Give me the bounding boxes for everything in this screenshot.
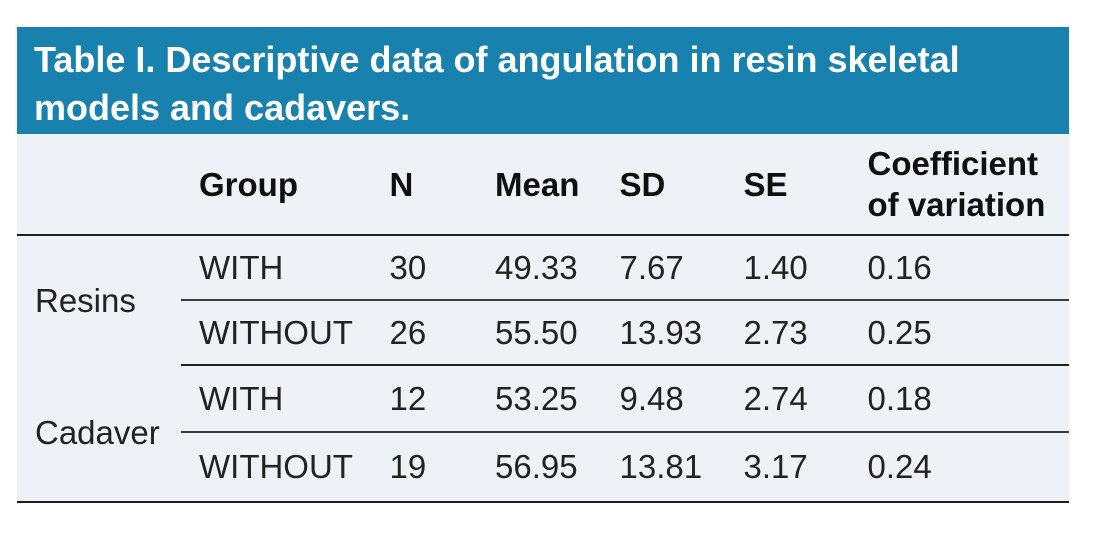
column-header-rowlabel bbox=[17, 134, 181, 236]
table-row: Resins WITH 30 49.33 7.67 1.40 0.16 bbox=[17, 235, 1069, 319]
cell-se: 3.17 bbox=[725, 432, 850, 503]
cell-cv: 0.25 bbox=[849, 300, 1069, 366]
cell-cv: 0.24 bbox=[849, 432, 1069, 503]
row-group-label-cadaver: Cadaver bbox=[17, 365, 181, 503]
cell-mean: 49.33 bbox=[477, 235, 602, 301]
column-header-n: N bbox=[371, 134, 477, 236]
cell-se: 1.40 bbox=[725, 235, 850, 301]
table-row: WITHOUT 19 56.95 13.81 3.17 0.24 bbox=[17, 432, 1069, 503]
table-figure: Table I. Descriptive data of angulation … bbox=[17, 27, 1069, 503]
column-header-mean: Mean bbox=[477, 134, 602, 236]
cell-cv: 0.16 bbox=[849, 235, 1069, 301]
cell-sd: 7.67 bbox=[601, 235, 726, 301]
cell-se: 2.73 bbox=[725, 300, 850, 366]
cell-n: 19 bbox=[371, 432, 477, 503]
table-header: Group N Mean SD SE Coefficient of variat… bbox=[17, 134, 1069, 236]
cell-cv: 0.18 bbox=[849, 365, 1069, 433]
cell-group: WITHOUT bbox=[181, 432, 372, 503]
cell-sd: 13.81 bbox=[601, 432, 726, 503]
table-title: Table I. Descriptive data of angulation … bbox=[34, 39, 960, 128]
column-header-sd: SD bbox=[601, 134, 726, 236]
cell-sd: 13.93 bbox=[601, 300, 726, 366]
cell-mean: 53.25 bbox=[477, 365, 602, 433]
table-title-bar: Table I. Descriptive data of angulation … bbox=[17, 27, 1069, 134]
cell-n: 12 bbox=[371, 365, 477, 433]
cell-mean: 56.95 bbox=[477, 432, 602, 503]
cell-group: WITHOUT bbox=[181, 300, 372, 366]
cell-se: 2.74 bbox=[725, 365, 850, 433]
cell-sd: 9.48 bbox=[601, 365, 726, 433]
data-table: Group N Mean SD SE Coefficient of variat… bbox=[17, 134, 1069, 503]
column-header-cv: Coefficient of variation bbox=[849, 134, 1069, 236]
row-group-label-resins: Resins bbox=[35, 281, 136, 319]
cell-group: WITH bbox=[181, 365, 372, 433]
table-row: Cadaver WITH 12 53.25 9.48 2.74 0.18 bbox=[17, 365, 1069, 503]
table-body: Resins WITH 30 49.33 7.67 1.40 0.16 WITH… bbox=[17, 235, 1069, 503]
cell-mean: 55.50 bbox=[477, 300, 602, 366]
cell-n: 30 bbox=[371, 235, 477, 301]
column-header-se: SE bbox=[725, 134, 850, 236]
cell-group: WITH bbox=[181, 235, 372, 301]
cell-n: 26 bbox=[371, 300, 477, 366]
header-row: Group N Mean SD SE Coefficient of variat… bbox=[17, 134, 1069, 236]
column-header-group: Group bbox=[181, 134, 372, 236]
table-row: WITHOUT 26 55.50 13.93 2.73 0.25 bbox=[17, 300, 1069, 366]
